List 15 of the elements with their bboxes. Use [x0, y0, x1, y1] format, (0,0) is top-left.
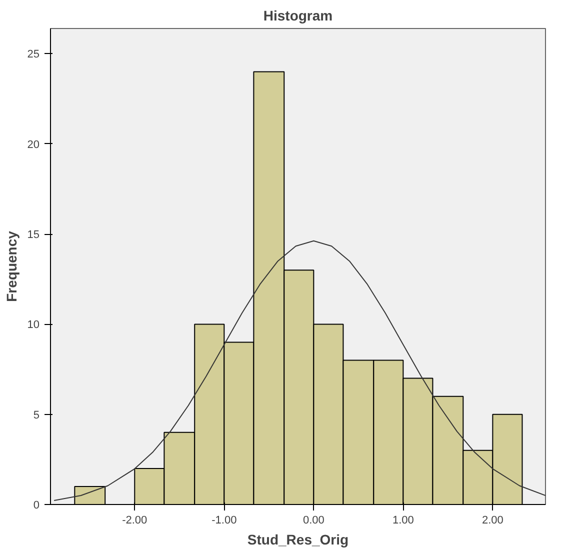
x-tick-label: 1.00	[392, 514, 414, 526]
line-series	[54, 240, 546, 502]
y-tick-label: 20	[27, 138, 40, 151]
y-tick-label: 5	[33, 409, 40, 422]
y-tick-label: 15	[27, 229, 40, 242]
x-axis-title: Stud_Res_Orig	[247, 532, 349, 548]
y-tick-label: 25	[27, 48, 40, 61]
y-tick-label: 10	[27, 319, 40, 332]
y-axis-title: Frequency	[3, 230, 20, 302]
x-tick-label: 2.00	[482, 514, 504, 526]
chart-title: Histogram	[263, 8, 333, 24]
y-tick-label: 0	[33, 500, 40, 512]
x-tick-label: -2.00	[122, 514, 148, 526]
x-tick-label: 0.00	[302, 514, 324, 526]
x-tick-label: -1.00	[212, 514, 237, 526]
